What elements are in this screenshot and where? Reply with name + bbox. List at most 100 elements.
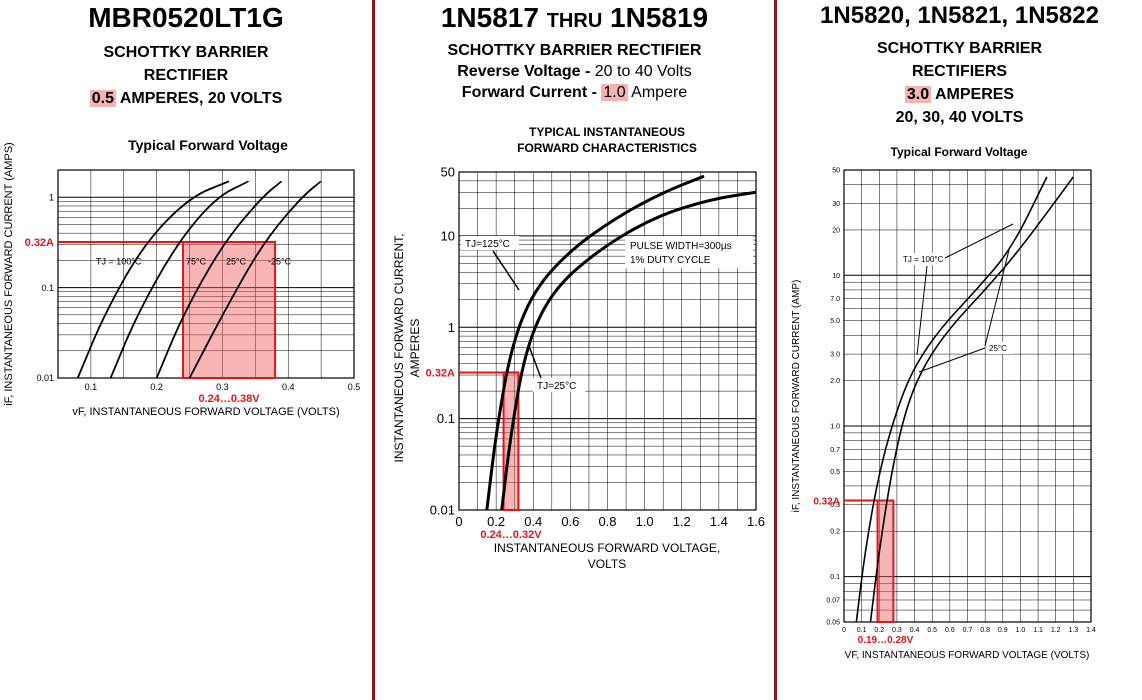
series-label: TJ = 100°C: [96, 257, 142, 267]
title-c: 1N5819: [610, 2, 709, 33]
y-tick-label: 50: [832, 167, 840, 174]
y-tick-label: 0.1: [41, 283, 54, 293]
series-label: 25°C: [226, 257, 247, 267]
subtitle-line1: SCHOTTKY BARRIER: [876, 40, 1043, 57]
x-tick-label: 0.6: [561, 514, 579, 529]
y-tick-label: 0.05: [826, 619, 840, 626]
divider-1: [372, 0, 375, 700]
subtitle-line2: RECTIFIER: [143, 67, 229, 84]
y-tick-label: 0.3: [830, 502, 840, 509]
series-label: 25°C: [989, 344, 1007, 353]
x-axis-label: INSTANTANEOUS FORWARD VOLTAGE,: [494, 541, 720, 555]
y-tick-label: 7.0: [830, 296, 840, 303]
part-title: 1N5820, 1N5821, 1N5822: [820, 2, 1099, 29]
series-line-1: [109, 180, 250, 379]
x-tick-label: 0.6: [945, 627, 955, 634]
part-title: 1N5817 THRU 1N5819: [375, 2, 774, 34]
x-tick-label: 0.3: [216, 382, 229, 392]
subtitle-line1: SCHOTTKY BARRIER: [103, 44, 269, 61]
series-label: -25°C: [268, 257, 292, 267]
y-tick-label: 0.5: [830, 469, 840, 476]
range-label: 0.24…0.32V: [480, 529, 542, 541]
y-tick-label: 0.7: [830, 447, 840, 454]
y-tick-label: 0.1: [830, 574, 840, 581]
note-bg: [625, 236, 753, 268]
reverse-voltage-line: Reverse Voltage - 20 to 40 Volts: [375, 63, 774, 81]
x-tick-label: 1.4: [710, 514, 728, 529]
series-line-3: [188, 180, 322, 379]
y-tick-label: 20: [832, 227, 840, 234]
x-tick-label: 0.8: [980, 627, 990, 634]
x-tick-label: 0: [842, 627, 846, 634]
x-tick-label: 0.2: [150, 382, 163, 392]
label-bg: [533, 378, 585, 392]
fc-label: Forward Current -: [461, 84, 602, 101]
y-tick-label: 10: [832, 273, 840, 280]
fc-rest: Ampere: [627, 84, 688, 101]
chart-mbr0520: 0.1 0.2 0.3 0.4 0.5 1 0.1 0.01 0.32A 0.24…0.38V Ty…: [3, 137, 361, 418]
series-pointer: [492, 250, 520, 291]
amps-line: 0.5 AMPERES, 20 VOLTS: [0, 90, 372, 108]
label-bg: [901, 253, 949, 265]
amps-rest: AMPERES, 20 VOLTS: [115, 90, 283, 107]
current-label: 0.32A: [426, 367, 455, 379]
x-tick-label: 0: [455, 514, 462, 529]
x-tick-label: 0.3: [892, 627, 902, 634]
x-tick-label: 0.5: [927, 627, 937, 634]
x-tick-label: 0.2: [487, 514, 505, 529]
x-tick-label: 0.4: [282, 382, 295, 392]
note-line1: PULSE WIDTH=300µs: [630, 241, 732, 252]
title-a: 1N5817: [440, 2, 539, 33]
y-tick-label: 10: [441, 228, 455, 243]
amps-line: 3.0 AMPERES: [777, 86, 1142, 104]
chart-title-2: FORWARD CHARACTERISTICS: [517, 141, 697, 155]
current-label: 0.32A: [813, 497, 840, 508]
y-tick-label: 0.01: [36, 373, 54, 383]
y-tick-label: 3.0: [830, 352, 840, 359]
y-axis-label-2: AMPERES: [408, 319, 422, 378]
fc-highlight: 1.0: [601, 84, 628, 101]
note-line2: 1% DUTY CYCLE: [630, 255, 711, 266]
forward-current-line: Forward Current - 1.0 Ampere: [375, 84, 774, 102]
series-pointer: [944, 223, 1014, 259]
series-pointer: [916, 265, 928, 356]
panel-1n5820: 1N5820, 1N5821, 1N5822 SCHOTTKY BARRIER …: [777, 0, 1142, 700]
series-pointer: [984, 249, 1010, 347]
range-label: 0.24…0.38V: [198, 393, 260, 405]
series-line-1: [500, 190, 757, 511]
series-label: TJ=125°C: [465, 239, 510, 250]
x-tick-label: 1.1: [1033, 627, 1043, 634]
x-axis-label-2: VOLTS: [588, 557, 626, 571]
x-tick-label: 1.0: [1016, 627, 1026, 634]
rv-value: 20 to 40 Volts: [594, 63, 692, 80]
series-label: TJ=25°C: [537, 381, 576, 392]
series-line-0: [485, 174, 705, 511]
highlight-region: [876, 499, 895, 623]
chart-1n5820: 0 0.1 0.2 0.3 0.4 0.5 0.6 0.7 0.8 0.9 1.0 1.1 1.2 1.3…: [791, 145, 1096, 661]
x-tick-label: 0.1: [857, 627, 867, 634]
x-tick-label: 1.2: [1051, 627, 1061, 634]
x-tick-label: 0.5: [348, 382, 361, 392]
x-axis-label: VF, INSTANTANEOUS FORWARD VOLTAGE (VOLTS…: [845, 650, 1090, 661]
y-axis-label: iF, INSTANTANEOUS FORWARD CURRENT (AMP): [791, 280, 802, 513]
part-title: MBR0520LT1G: [88, 2, 284, 33]
x-axis-label: vF, INSTANTANEOUS FORWARD VOLTAGE (VOLTS…: [72, 406, 339, 418]
x-tick-label: 1.3: [1068, 627, 1078, 634]
current-label: 0.32A: [25, 237, 54, 249]
highlight-region: [181, 240, 277, 379]
y-tick-label: 1: [448, 320, 455, 335]
series-line-0: [76, 180, 230, 379]
y-tick-label: 2.0: [830, 378, 840, 385]
chart-title: Typical Forward Voltage: [128, 137, 288, 153]
x-tick-label: 1.6: [747, 514, 765, 529]
x-tick-label: 0.8: [598, 514, 616, 529]
x-tick-label: 0.2: [874, 627, 884, 634]
range-label: 0.19…0.28V: [858, 635, 914, 646]
x-tick-label: 0.4: [910, 627, 920, 634]
y-tick-label: 1.0: [830, 423, 840, 430]
label-bg: [461, 236, 519, 250]
x-tick-label: 0.1: [85, 382, 98, 392]
label-bg: [987, 342, 1013, 354]
x-tick-label: 0.4: [524, 514, 542, 529]
rv-label: Reverse Voltage -: [457, 63, 595, 80]
